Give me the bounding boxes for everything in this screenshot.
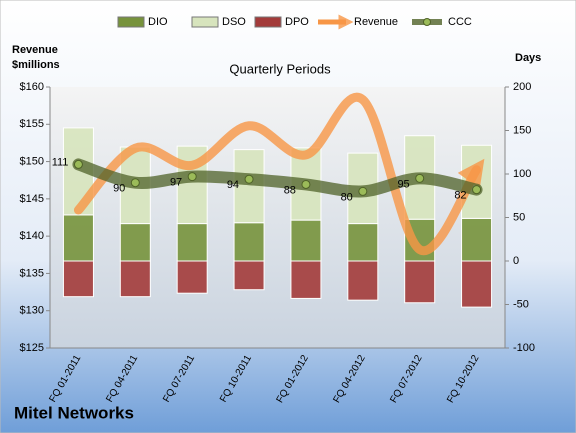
bar	[233, 222, 265, 262]
y2-tick-label: 0	[513, 255, 519, 267]
bar	[62, 260, 94, 298]
y2-tick-label: 50	[513, 211, 525, 223]
ccc-line	[72, 158, 483, 198]
legend-swatch	[191, 16, 219, 28]
y2-tick-label: -50	[513, 298, 529, 310]
data-label: 94	[227, 179, 239, 191]
bar	[347, 260, 379, 301]
y-tick-label: $135	[20, 267, 44, 279]
data-label: 88	[284, 184, 296, 196]
legend-swatch	[117, 16, 145, 28]
legend-label: DSO	[222, 16, 246, 28]
y-tick-label: $155	[20, 118, 44, 130]
data-label: 90	[113, 183, 125, 195]
y-tick-label: $125	[20, 342, 44, 354]
legend-label: DIO	[148, 16, 168, 28]
data-label: 111	[52, 156, 69, 168]
chart-title: Quarterly Periods	[229, 61, 331, 76]
bar	[119, 223, 151, 262]
y-axis-label: Revenue	[12, 44, 58, 56]
ccc-point	[301, 179, 311, 189]
y-tick-label: $145	[20, 193, 44, 205]
bar	[347, 223, 379, 262]
y2-tick-label: 100	[513, 168, 531, 180]
y-tick-label: $140	[20, 230, 44, 242]
bar	[461, 260, 493, 308]
data-label: 97	[170, 177, 182, 189]
y-tick-label: $150	[20, 155, 44, 167]
y2-tick-label: 200	[513, 81, 531, 93]
y-tick-label: $160	[20, 81, 44, 93]
legend-swatch	[254, 16, 282, 28]
plot-area	[50, 87, 505, 348]
footer: Mitel Networks	[14, 403, 134, 422]
ccc-point	[130, 178, 140, 188]
bar	[176, 223, 208, 262]
y-tick-label: $130	[20, 305, 44, 317]
bar	[404, 260, 436, 304]
data-label: 95	[397, 178, 409, 190]
revenue-line	[73, 92, 485, 256]
ccc-point	[358, 186, 368, 196]
bar	[461, 217, 493, 262]
data-label: 80	[341, 191, 353, 203]
ccc-point	[73, 159, 83, 169]
y2-tick-label: -100	[513, 342, 535, 354]
ccc-point	[472, 185, 482, 195]
bar	[233, 260, 265, 291]
ccc-point	[244, 174, 254, 184]
ccc-point	[187, 172, 197, 182]
legend-label: DPO	[285, 16, 309, 28]
legend-label: Revenue	[354, 16, 398, 28]
data-label: 82	[454, 190, 466, 202]
bar	[62, 214, 94, 262]
bar	[176, 260, 208, 294]
y2-axis-label: Days	[515, 52, 541, 64]
bar	[119, 260, 151, 298]
bar	[233, 149, 265, 224]
bar	[290, 260, 322, 299]
legend-label: CCC	[448, 16, 472, 28]
y2-tick-label: 150	[513, 124, 531, 136]
bar	[290, 219, 322, 262]
ccc-point	[415, 173, 425, 183]
y-axis-label: $millions	[12, 59, 60, 71]
legend-swatch	[423, 18, 431, 26]
